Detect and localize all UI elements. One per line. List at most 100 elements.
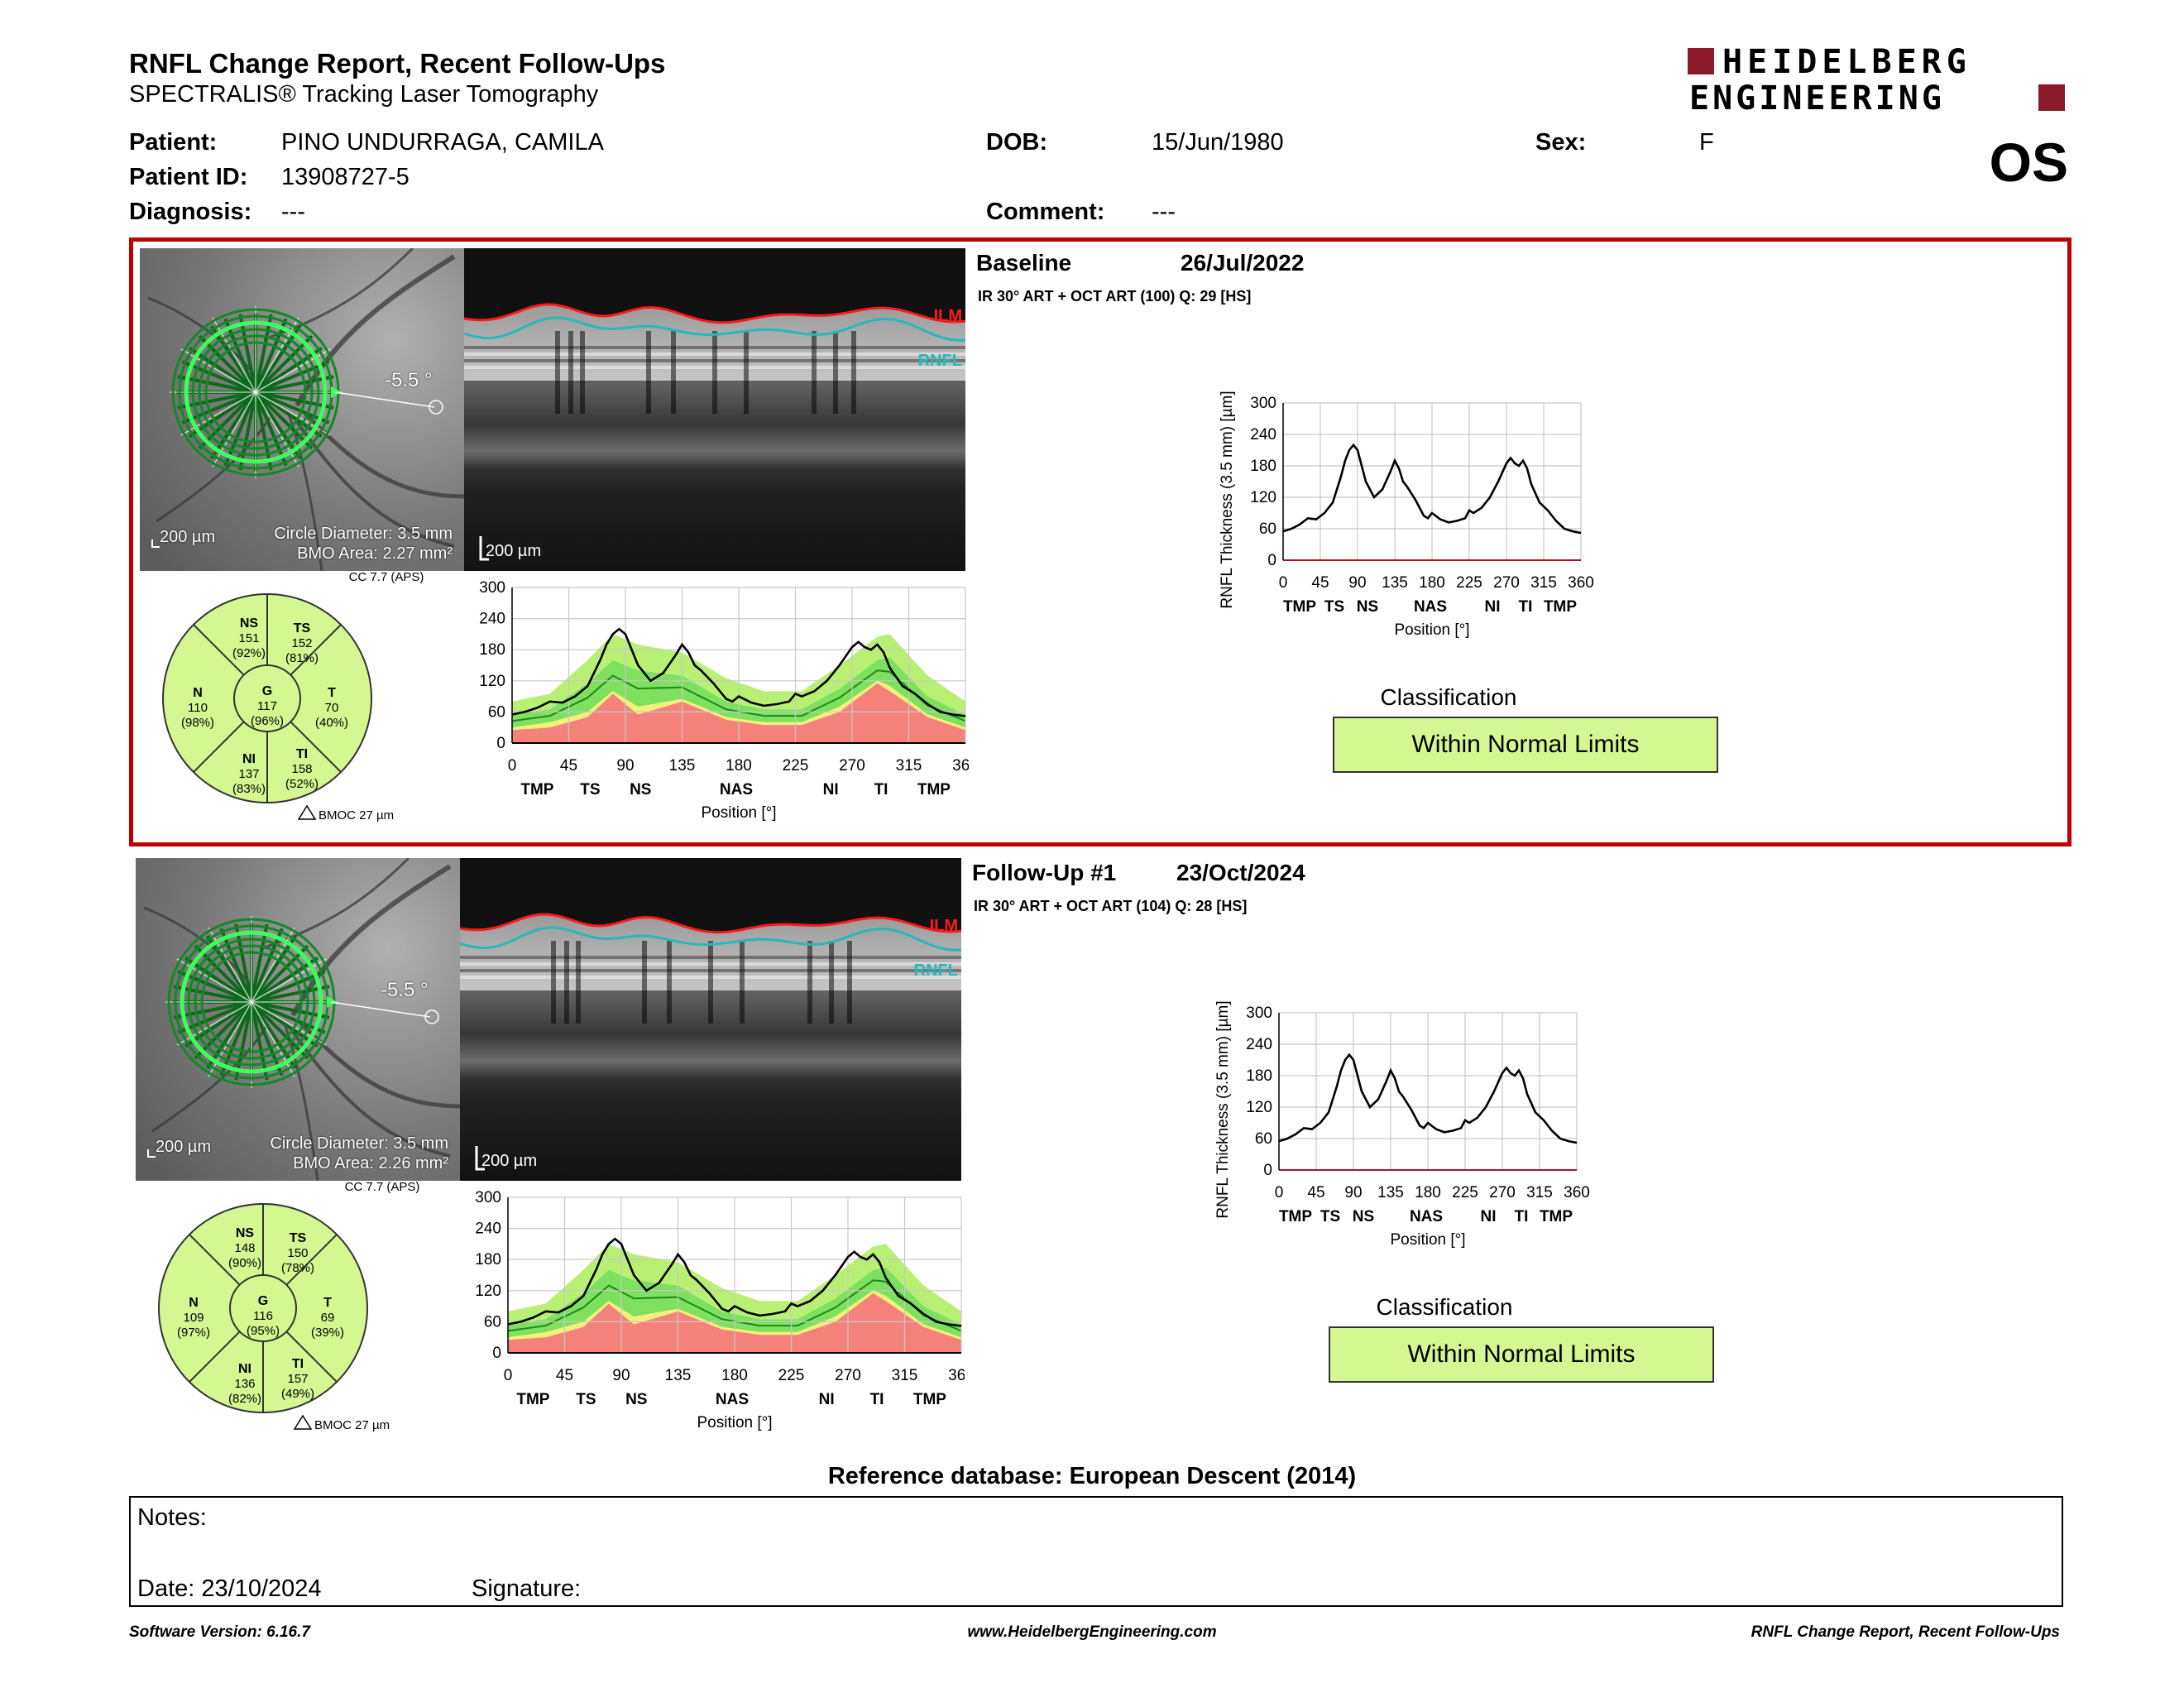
thickness-chart-large: 0 60 120 180 240 300 0 45 90 135 180 225 270 315 360 TM…: [1196, 988, 1593, 1253]
small-ytick: 60: [488, 703, 505, 721]
small-sector-label: NI: [823, 781, 839, 798]
large-xtick: 270: [1489, 1184, 1516, 1201]
large-ytick: 300: [1250, 395, 1276, 412]
scan-radial: [177, 1000, 252, 1034]
baseline-panel: -5.5 ° 200 µm Circle Diameter: 3.5 mm BMO A…: [129, 237, 2071, 846]
scan-radial: [177, 375, 256, 394]
report-title: RNFL Change Report, Recent Follow-Ups: [129, 48, 666, 79]
small-ytick: 120: [475, 1283, 501, 1300]
large-sector-label: TMP: [1279, 1208, 1312, 1225]
large-xtick: 135: [1382, 574, 1408, 592]
small-xtick: 180: [726, 757, 752, 774]
small-xtick: 90: [616, 757, 634, 774]
sector-n-label: N: [189, 1296, 199, 1310]
scan-radial-marker: [208, 927, 252, 1003]
large-sector-label: NS: [1357, 598, 1378, 616]
scan-radial: [251, 1000, 326, 1034]
large-sector-label: TMP: [1544, 598, 1577, 616]
large-ytick: 0: [1267, 552, 1276, 569]
retinal-vessel: [259, 858, 410, 951]
fovea-icon: [424, 1009, 439, 1024]
large-sector-label: TMP: [1540, 1208, 1573, 1225]
sector-t-pct: (40%): [315, 716, 348, 730]
retinal-vessel: [295, 254, 456, 407]
small-ytick: 60: [484, 1313, 501, 1331]
oct-vessel-shadow: [807, 941, 812, 1024]
scan-radial-marker: [251, 927, 295, 1003]
scan-radial: [251, 970, 326, 1004]
angle-label: -5.5 °: [381, 979, 429, 1001]
footer-website: www.HeidelbergEngineering.com: [967, 1623, 1217, 1641]
dob-value: 15/Jun/1980: [1152, 129, 1284, 156]
scan-radial: [254, 391, 288, 467]
large-sector-label: TMP: [1283, 598, 1316, 616]
large-xtick: 180: [1415, 1184, 1441, 1201]
scan-date: 26/Jul/2022: [1181, 250, 1305, 276]
oct-vessel-shadow: [671, 331, 676, 414]
scan-radial: [254, 347, 323, 394]
large-xtick: 270: [1493, 574, 1520, 592]
rnfl-label: RNFL: [918, 352, 962, 370]
date-label: Date: 23/10/2024: [137, 1575, 322, 1602]
scan-radial: [189, 347, 257, 394]
small-xtick: 135: [669, 757, 696, 774]
notes-box[interactable]: Notes: Date: 23/10/2024 Signature:: [129, 1496, 2063, 1607]
scan-circle: [184, 320, 328, 464]
scan-radial: [250, 1001, 269, 1081]
sector-n-pct: (97%): [177, 1326, 210, 1340]
scan-date: 23/Oct/2024: [1176, 860, 1305, 885]
fundus-image: -5.5 ° 200 µm Circle Diameter: 3.5 mm BMO A…: [136, 858, 460, 1181]
sector-divider: [285, 1331, 338, 1383]
sector-ts-value: 150: [287, 1246, 308, 1260]
ilm-line: [460, 913, 961, 934]
scan-radial: [254, 325, 301, 394]
fovea-line: [330, 1001, 431, 1018]
large-thickness-line: [1278, 1053, 1578, 1144]
fundus-scale-bar: [147, 1149, 156, 1158]
fovea-icon: [429, 400, 443, 415]
sector-ti-value: 158: [291, 762, 312, 776]
oct-vessel-shadow: [568, 331, 573, 414]
oct-scale-label: 200 µm: [481, 1152, 537, 1170]
small-sector-label: NI: [819, 1391, 835, 1408]
small-xtick: 315: [892, 1367, 918, 1384]
large-ylabel: RNFL Thickness (3.5 mm) [µm]: [1219, 391, 1236, 608]
classification-result: Within Normal Limits: [1329, 1326, 1714, 1383]
large-xtick: 0: [1279, 574, 1288, 592]
sex-value: F: [1699, 129, 1714, 156]
scan-radial: [255, 360, 330, 394]
scan-radial: [250, 935, 297, 1004]
cc-label: CC 7.7 (APS): [345, 1181, 420, 1194]
small-sector-label: TMP: [516, 1391, 549, 1408]
scan-radial: [238, 314, 257, 393]
small-sector-label: TS: [576, 1391, 596, 1408]
signature-label: Signature:: [472, 1575, 582, 1602]
scan-radial: [255, 391, 330, 424]
sector-n-value: 109: [183, 1311, 204, 1325]
patient-name: PINO UNDURRAGA, CAMILA: [281, 129, 604, 156]
sector-t-label: T: [323, 1296, 332, 1310]
company-logo: HEIDELBERG ENGINEERING: [1688, 43, 2068, 117]
small-sector-label: TMP: [913, 1391, 946, 1408]
rnfl-label: RNFL: [914, 961, 958, 980]
sector-ns-value: 151: [238, 631, 259, 645]
followup-panel: -5.5 ° 200 µm Circle Diameter: 3.5 mm BMO A…: [129, 851, 2063, 1452]
scan-radial: [250, 957, 318, 1004]
fundus-overlay: [143, 858, 460, 1181]
oct-vessel-shadow: [851, 331, 856, 414]
scan-radial: [250, 944, 309, 1004]
scan-radial: [184, 957, 253, 1004]
diagnosis-label: Diagnosis:: [129, 199, 252, 225]
small-ytick: 180: [475, 1251, 501, 1268]
sector-divider: [189, 1234, 241, 1286]
scan-radial-marker: [251, 1001, 295, 1077]
rnfl-line: [460, 926, 961, 952]
small-thickness-line: [511, 627, 966, 717]
large-sector-label: TI: [1515, 1208, 1529, 1225]
large-sector-label: TI: [1519, 598, 1533, 616]
large-xtick: 45: [1311, 574, 1329, 592]
scan-radial: [250, 928, 284, 1003]
sector-ns-pct: (90%): [228, 1256, 261, 1270]
retinal-vessel: [299, 1022, 460, 1109]
small-sector-label: TMP: [520, 781, 553, 798]
